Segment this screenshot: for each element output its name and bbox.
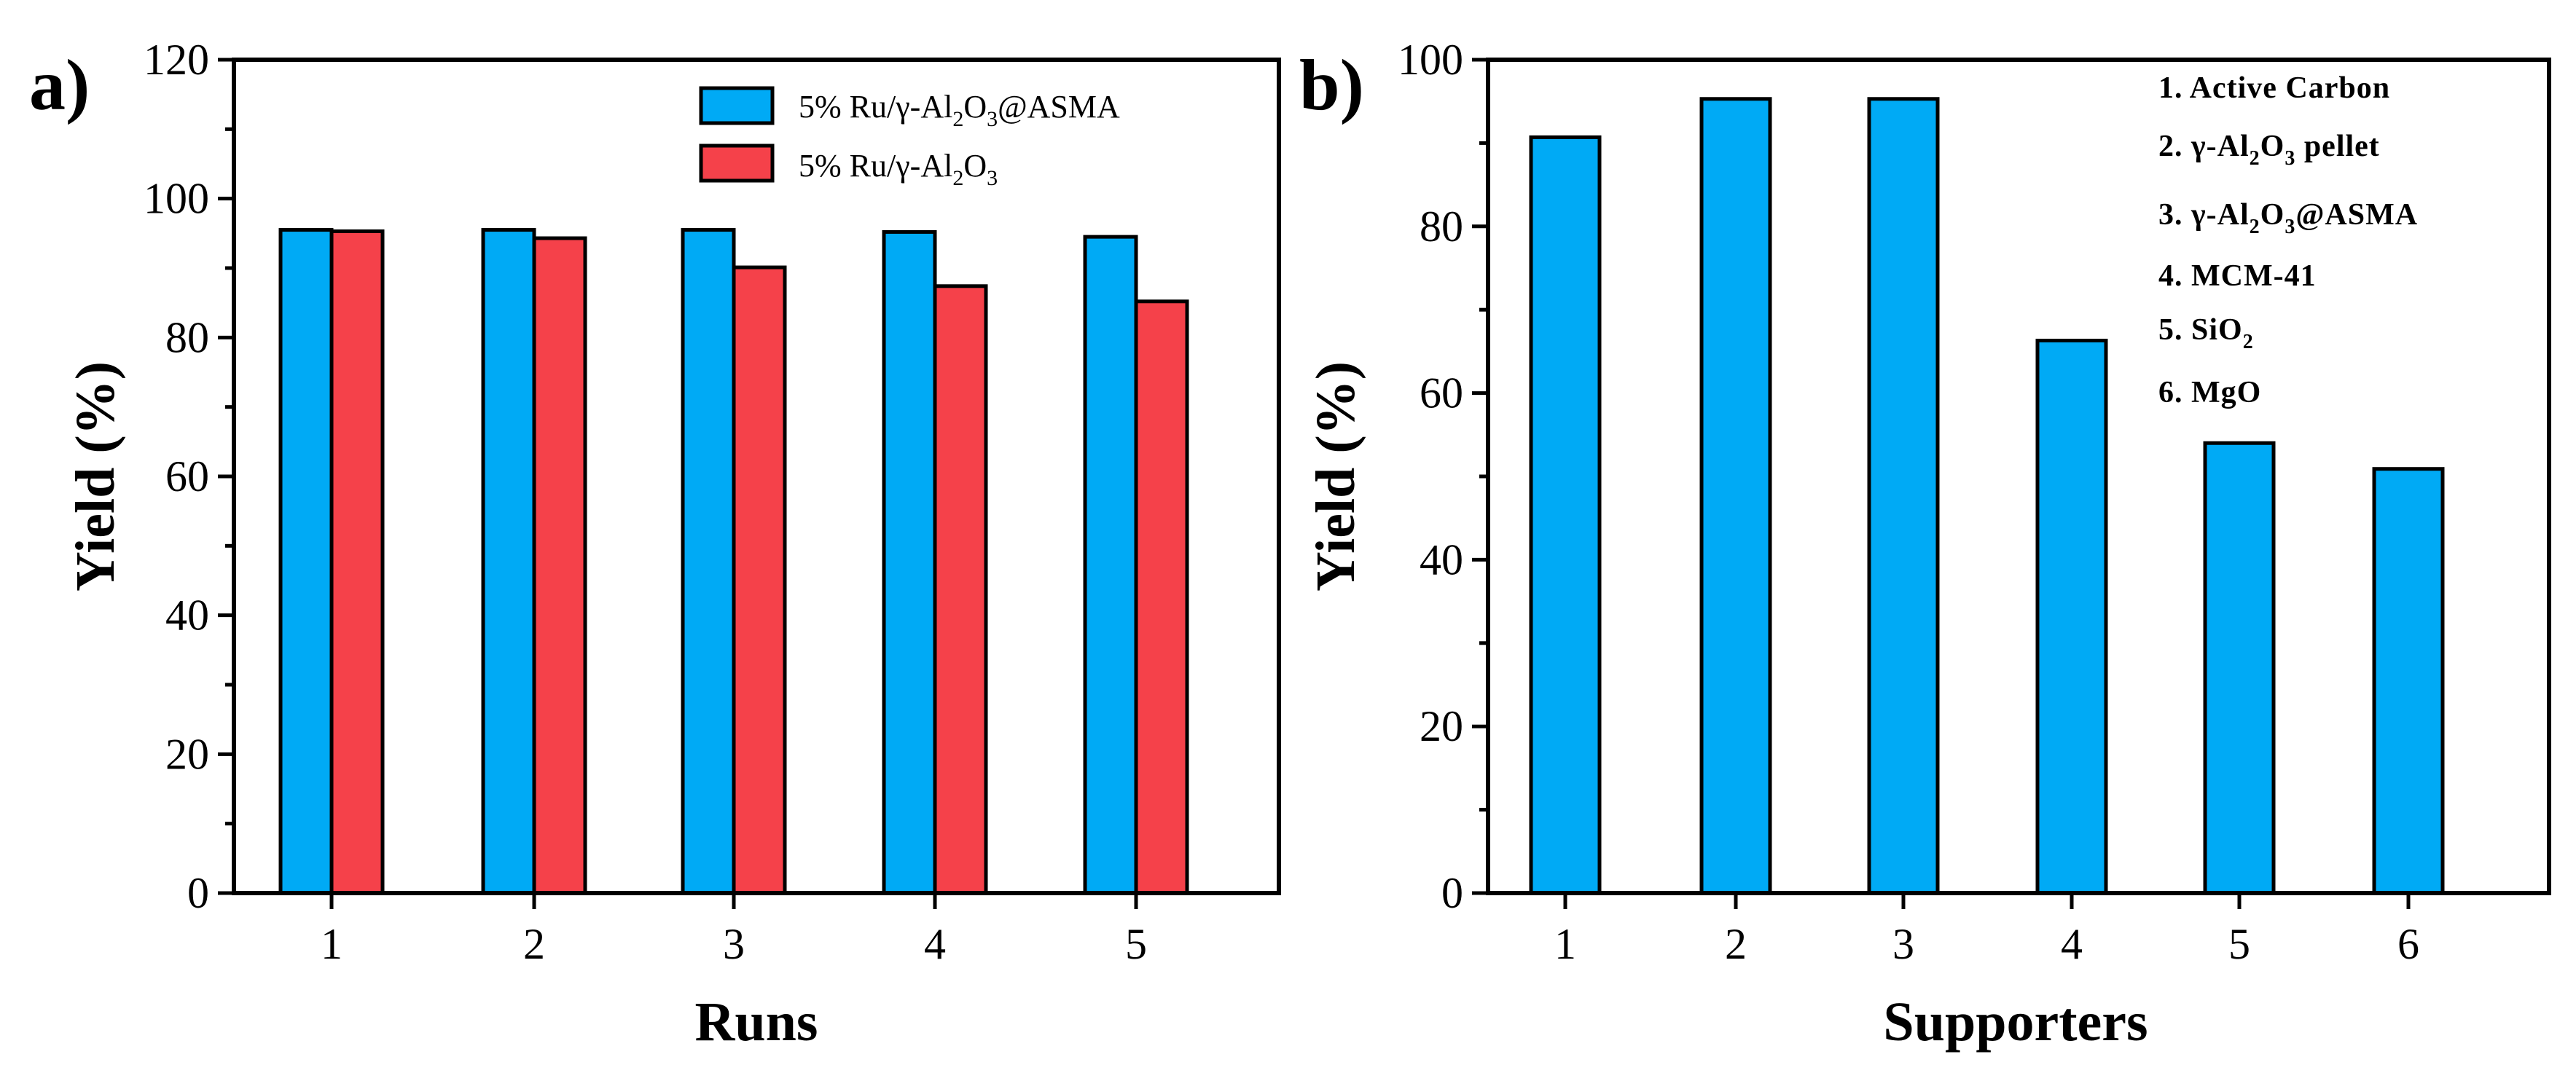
x-tick-label: 3 (1892, 920, 1914, 968)
bar-run-1-series-1 (278, 228, 334, 895)
legend-label-ru-asma: 5% Ru/γ-Al2O3@ASMA (799, 89, 1120, 131)
panel-b-y-axis: 0 20 40 60 80 100 (1398, 36, 1488, 917)
bar-supporter-5 (2203, 441, 2276, 895)
x-tick-label: 6 (2397, 920, 2419, 968)
legend-entry-sub: 2 (2250, 147, 2260, 170)
legend-label-ru-asma-sub: 3 (987, 107, 998, 131)
legend-swatch-ru-asma (699, 86, 775, 125)
legend-label-ru-asma-part: 5% Ru/γ-Al (799, 89, 952, 125)
y-tick-label: 100 (144, 175, 209, 223)
x-tick-label: 5 (2228, 920, 2250, 968)
legend-label-ru-part: O (963, 148, 987, 184)
y-tick-label: 60 (1420, 369, 1463, 417)
y-tick-label: 0 (1441, 869, 1463, 917)
legend-entry-part: pellet (2295, 130, 2379, 163)
legend-entry-part: @ASMA (2295, 198, 2418, 232)
y-tick-label: 20 (165, 730, 209, 778)
legend-entry-sub: 3 (2285, 216, 2295, 238)
legend-entry-part: O (2260, 130, 2285, 163)
panel-b-bars (1529, 97, 2445, 895)
x-tick-label: 4 (2061, 920, 2083, 968)
legend-label-ru-asma-part: O (963, 89, 987, 125)
panel-a-bars (278, 228, 1189, 895)
legend-entry-part: 4. MCM-41 (2158, 259, 2317, 293)
legend-entry-sio2: 5. SiO2 (2158, 313, 2254, 353)
legend-entry-part: 3. γ-Al (2158, 198, 2250, 232)
x-tick-label: 2 (523, 920, 545, 968)
legend-swatch-ru (699, 144, 775, 183)
x-tick-label: 5 (1125, 920, 1147, 968)
x-tick-label: 1 (1554, 920, 1576, 968)
panel-b-legend: 1. Active Carbon 2. γ-Al2O3 pellet 3. γ-… (2158, 71, 2418, 409)
panel-a-x-axis: 1 2 3 4 5 (321, 893, 1147, 968)
panel-b-x-axis: 1 2 3 4 5 6 (1554, 893, 2419, 968)
legend-entry-mcm41: 4. MCM-41 (2158, 259, 2317, 293)
x-tick-label: 1 (321, 920, 342, 968)
panel-a-y-axis-title: Yield (%) (65, 361, 126, 591)
legend-entry-active-carbon: 1. Active Carbon (2158, 71, 2390, 105)
bar-run-2-series-1 (481, 228, 536, 895)
legend-label-ru-sub: 3 (987, 166, 998, 190)
bar-run-5-series-1 (1083, 235, 1138, 895)
x-tick-label: 3 (723, 920, 745, 968)
legend-label-ru: 5% Ru/γ-Al2O3 (799, 148, 998, 190)
legend-entry-sub: 2 (2250, 216, 2260, 238)
legend-entry-al2o3-pellet: 2. γ-Al2O3 pellet (2158, 130, 2380, 170)
legend-entry-sub: 2 (2243, 331, 2254, 353)
bar-run-4-series-2 (933, 284, 988, 895)
bar-run-3-series-2 (732, 265, 787, 895)
panel-a-legend: 5% Ru/γ-Al2O3@ASMA 5% Ru/γ-Al2O3 (699, 86, 1120, 190)
legend-entry-part: 2. γ-Al (2158, 130, 2250, 163)
bar-run-4-series-1 (882, 229, 937, 895)
bar-run-2-series-2 (532, 236, 587, 895)
bar-supporter-4 (2035, 339, 2108, 895)
y-tick-label: 120 (144, 36, 209, 84)
legend-entry-part: 6. MgO (2158, 376, 2261, 409)
legend-label-ru-asma-sub: 2 (952, 107, 963, 131)
y-tick-label: 20 (1420, 702, 1463, 750)
y-tick-label: 0 (187, 869, 209, 917)
legend-entry-mgo: 6. MgO (2158, 376, 2261, 409)
legend-entry-part: 5. SiO (2158, 313, 2243, 347)
y-tick-label: 80 (1420, 203, 1463, 251)
bar-supporter-3 (1867, 97, 1940, 895)
x-tick-label: 2 (1725, 920, 1747, 968)
y-tick-label: 60 (165, 452, 209, 500)
y-tick-label: 80 (165, 313, 209, 361)
legend-entry-part: 1. Active Carbon (2158, 71, 2390, 105)
legend-label-ru-asma-part: @ASMA (998, 89, 1120, 125)
y-tick-label: 100 (1398, 36, 1463, 84)
panel-a-label: a) (29, 44, 90, 125)
bar-supporter-2 (1699, 97, 1772, 895)
panel-b-x-axis-title: Supporters (1883, 991, 2148, 1053)
bar-supporter-1 (1529, 135, 1602, 895)
bar-supporter-6 (2372, 467, 2445, 895)
legend-entry-al2o3-asma: 3. γ-Al2O3@ASMA (2158, 198, 2418, 238)
x-tick-label: 4 (924, 920, 946, 968)
panel-b-y-axis-title: Yield (%) (1305, 361, 1366, 591)
legend-entry-sub: 3 (2285, 147, 2295, 170)
bar-run-3-series-1 (681, 228, 736, 895)
panel-b-label: b) (1299, 44, 1364, 125)
legend-entry-part: O (2260, 198, 2285, 232)
panel-a-x-axis-title: Runs (695, 991, 818, 1053)
legend-label-ru-sub: 2 (952, 166, 963, 190)
bar-run-1-series-2 (329, 229, 385, 895)
y-tick-label: 40 (165, 591, 209, 640)
y-tick-label: 40 (1420, 535, 1463, 583)
bar-run-5-series-2 (1134, 299, 1189, 895)
panel-a-y-axis: 0 20 40 60 80 100 120 (144, 36, 234, 917)
legend-label-ru-part: 5% Ru/γ-Al (799, 148, 952, 184)
chart-panel-b: b) 0 20 40 60 80 100 1 2 3 4 5 6 Supporters Yield … (1299, 36, 2551, 1053)
